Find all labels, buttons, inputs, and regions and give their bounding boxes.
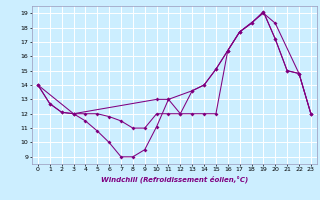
X-axis label: Windchill (Refroidissement éolien,°C): Windchill (Refroidissement éolien,°C) (101, 175, 248, 183)
